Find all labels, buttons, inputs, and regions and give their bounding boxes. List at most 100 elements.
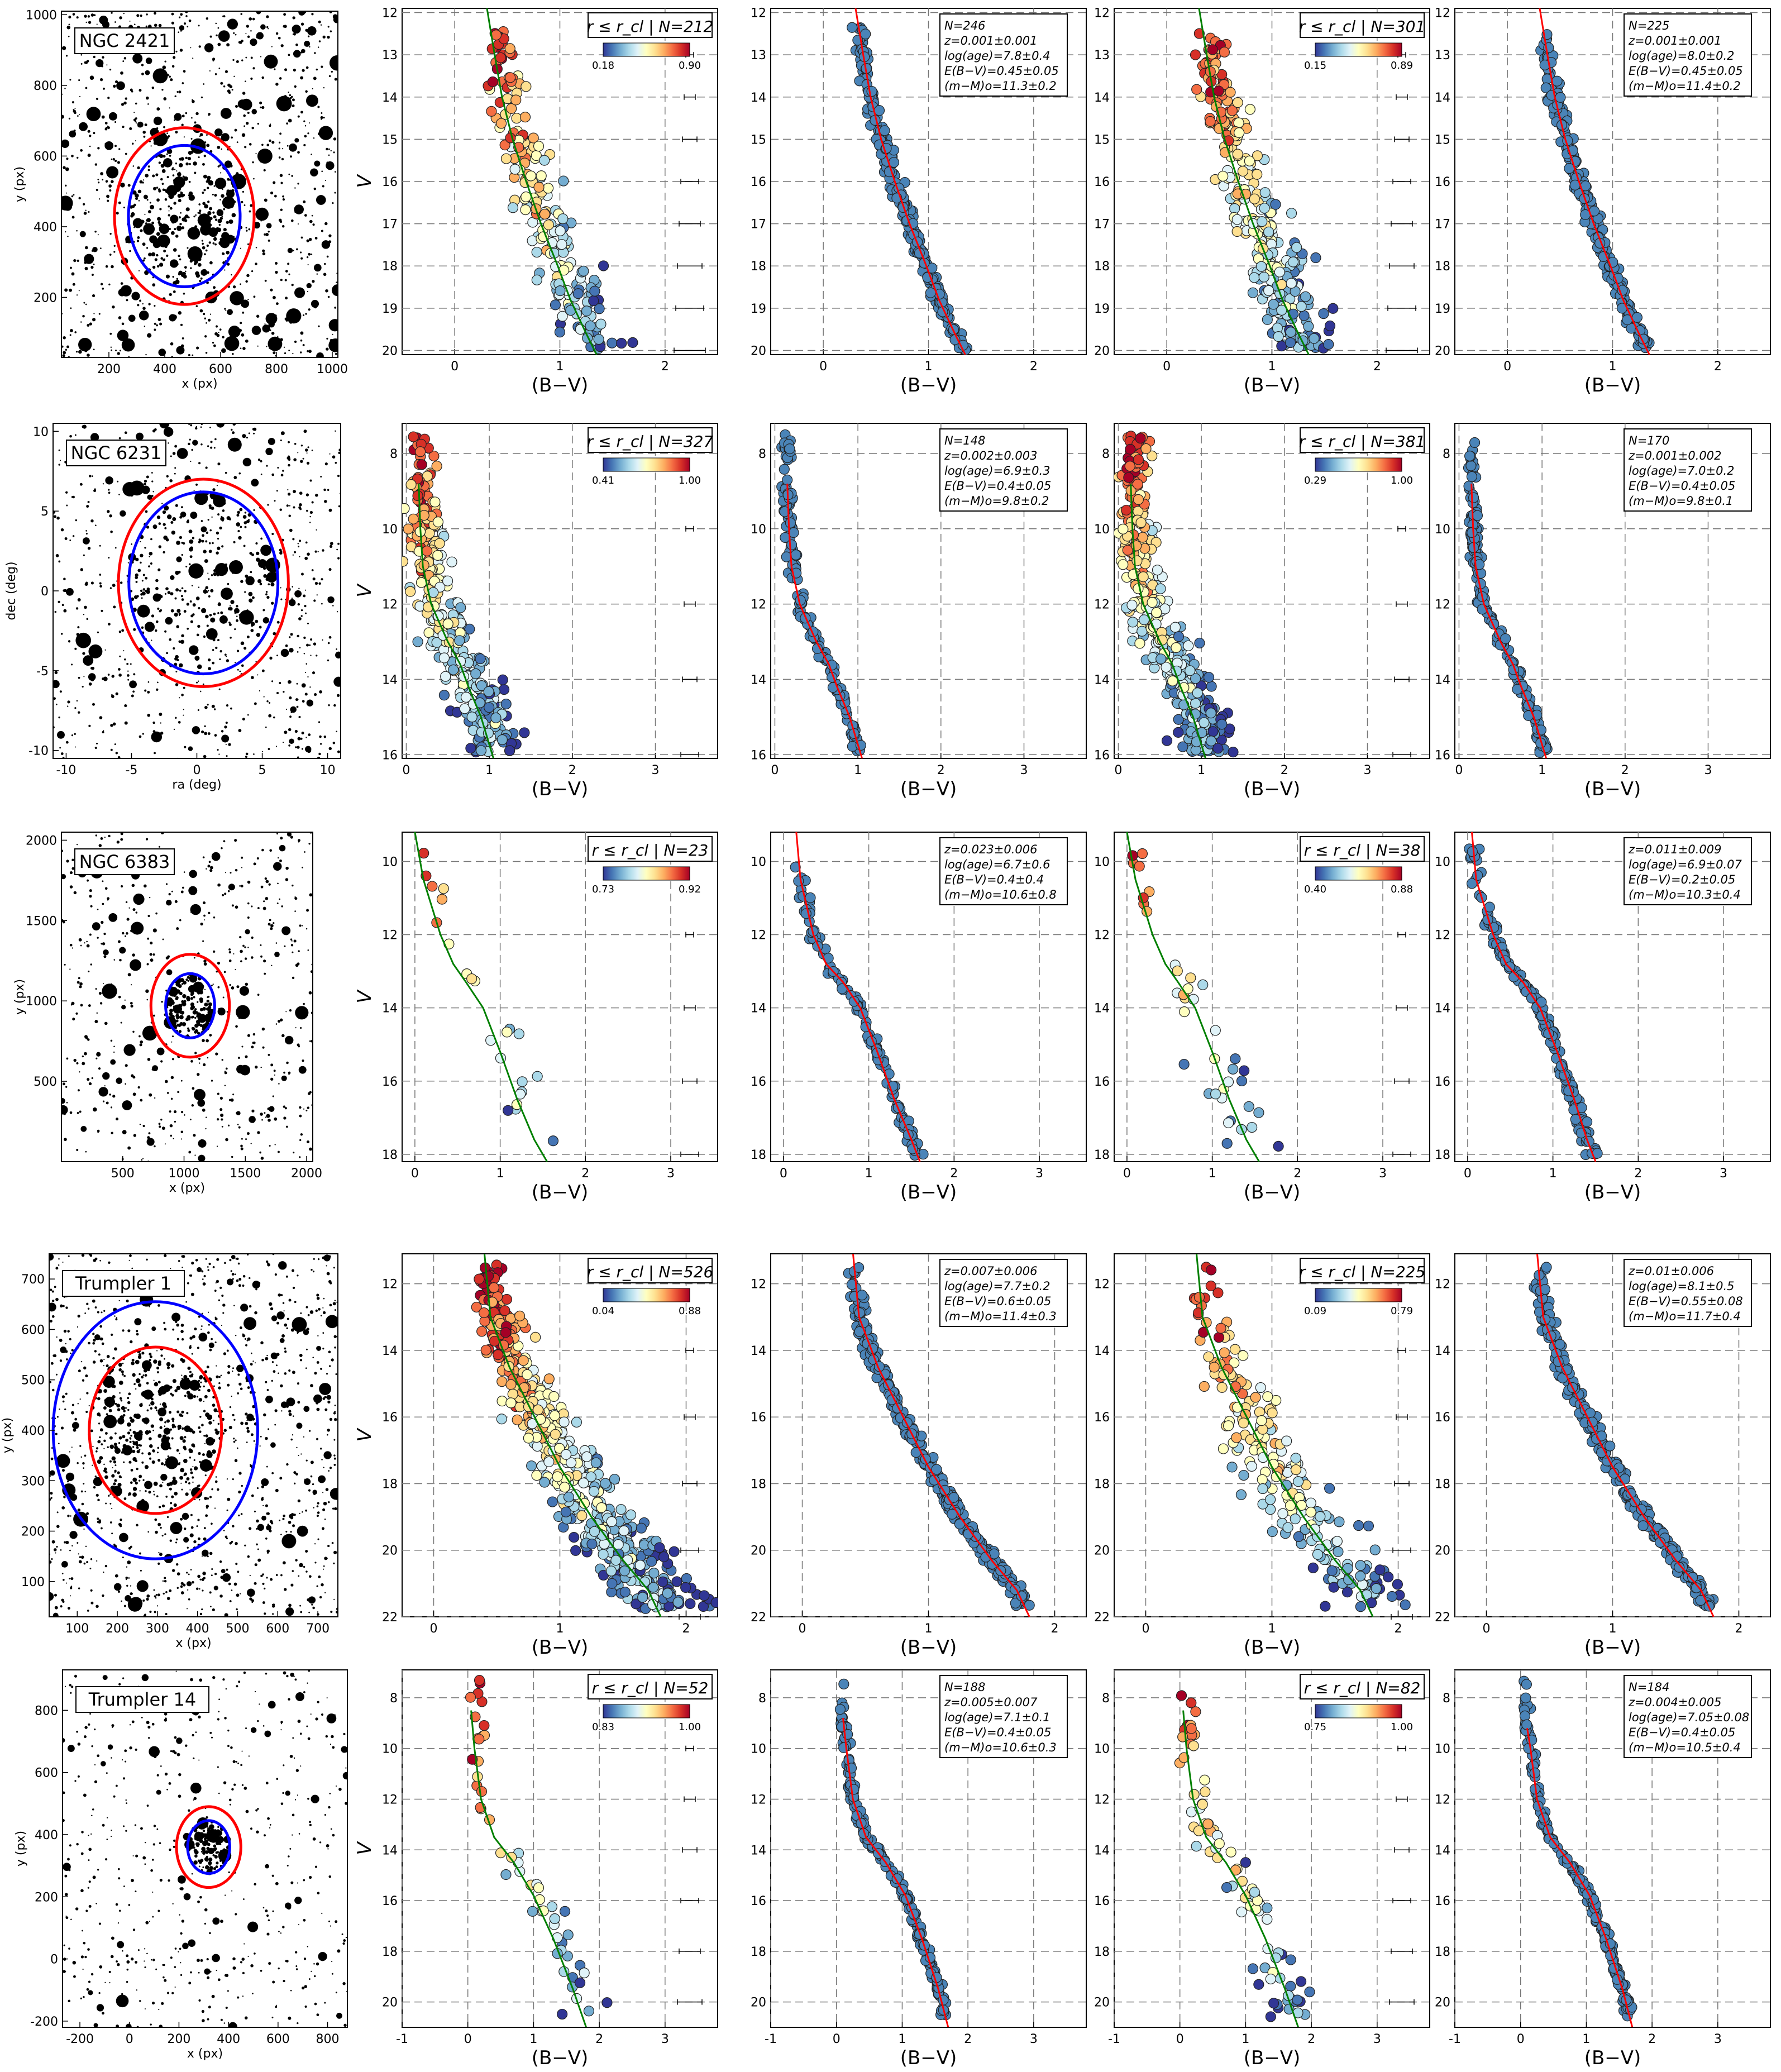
field-star (220, 137, 223, 140)
field-star (158, 1123, 161, 1125)
field-star (269, 125, 271, 127)
field-star (336, 548, 338, 551)
bright-star (329, 55, 338, 71)
field-star (201, 540, 204, 543)
field-star (86, 505, 89, 508)
field-star (89, 475, 92, 478)
cmd-ytick-label: 15 (1094, 133, 1110, 147)
field-star (118, 148, 121, 150)
field-star (194, 1154, 196, 1156)
cmd-ytick-label: 18 (382, 260, 398, 274)
cmd-xtick-label: 1 (556, 360, 564, 374)
field-star (115, 692, 118, 695)
bright-star (78, 337, 92, 352)
field-star (239, 670, 241, 672)
cluster-star (209, 614, 212, 617)
field-star (89, 322, 92, 326)
field-star (171, 356, 174, 357)
field-star (292, 976, 295, 980)
star-point (500, 153, 512, 164)
bright-star (61, 195, 73, 211)
cluster-star (221, 588, 233, 600)
cluster-star (200, 526, 207, 533)
cluster-star (190, 546, 193, 550)
cluster-star (137, 189, 142, 194)
field-star (291, 175, 293, 177)
field-star (294, 897, 298, 900)
field-star (269, 329, 271, 331)
field-star (73, 891, 77, 895)
field-xtick-label: 600 (209, 362, 232, 376)
field-star (173, 1138, 174, 1139)
field-star (213, 286, 216, 289)
field-star (244, 146, 247, 149)
field-star (66, 1101, 68, 1104)
cmd-ylabel: V (354, 583, 376, 598)
field-star (114, 159, 117, 163)
field-star (174, 445, 178, 448)
field-star (292, 33, 295, 36)
field-star (65, 741, 69, 744)
star-point (554, 327, 565, 338)
field-star (185, 162, 189, 166)
field-star (194, 1052, 197, 1054)
field-star (276, 691, 279, 694)
cluster-star (140, 593, 143, 596)
field-star (335, 651, 341, 659)
field-star (243, 114, 246, 117)
field-star (327, 596, 331, 600)
cluster-star (132, 218, 143, 228)
field-star (139, 1043, 142, 1047)
star-point (1171, 642, 1182, 653)
field-star (147, 713, 151, 717)
field-star (91, 666, 95, 670)
bright-star (316, 195, 326, 205)
field-star (184, 590, 187, 593)
field-star (84, 1052, 87, 1056)
field-star (246, 436, 249, 439)
field-star (292, 104, 295, 107)
cmd-ytick-label: 12 (1094, 598, 1110, 612)
field-star (142, 303, 144, 305)
star-point (786, 539, 798, 551)
field-star (245, 56, 247, 59)
field-star (247, 1034, 250, 1037)
field-star (313, 187, 317, 190)
field-star (279, 220, 283, 223)
field-star (304, 40, 311, 47)
field-star (204, 989, 206, 990)
cmd-xtick-label: 1 (925, 360, 933, 374)
cluster-star (144, 547, 146, 549)
field-star (135, 122, 137, 124)
cluster-star (233, 541, 236, 543)
cluster-star (163, 551, 165, 554)
field-star (103, 87, 105, 90)
cluster-star (220, 517, 225, 521)
star-point (1121, 504, 1132, 516)
field-star (90, 963, 92, 966)
field-star (178, 311, 182, 315)
field-star (230, 637, 232, 639)
field-star (325, 289, 328, 293)
field-star (125, 901, 128, 904)
cmd-xtick-label: 3 (1363, 763, 1371, 777)
bright-star (239, 610, 254, 625)
field-star (179, 25, 185, 31)
field-star (273, 1070, 276, 1072)
field-star (257, 345, 259, 347)
cluster-star (214, 236, 217, 238)
star-point (1465, 460, 1477, 471)
star-point (1309, 333, 1320, 344)
cluster-star (139, 180, 143, 184)
field-star (189, 438, 191, 441)
cluster-star (165, 587, 169, 591)
field-star (60, 752, 64, 755)
field-star (206, 868, 207, 870)
cmd-xtick-label: 1 (1268, 360, 1276, 374)
cluster-star (166, 149, 173, 154)
cluster-star (217, 603, 221, 607)
field-star (83, 614, 85, 615)
field-star (152, 429, 156, 433)
field-star (306, 909, 309, 912)
field-star (232, 59, 235, 61)
